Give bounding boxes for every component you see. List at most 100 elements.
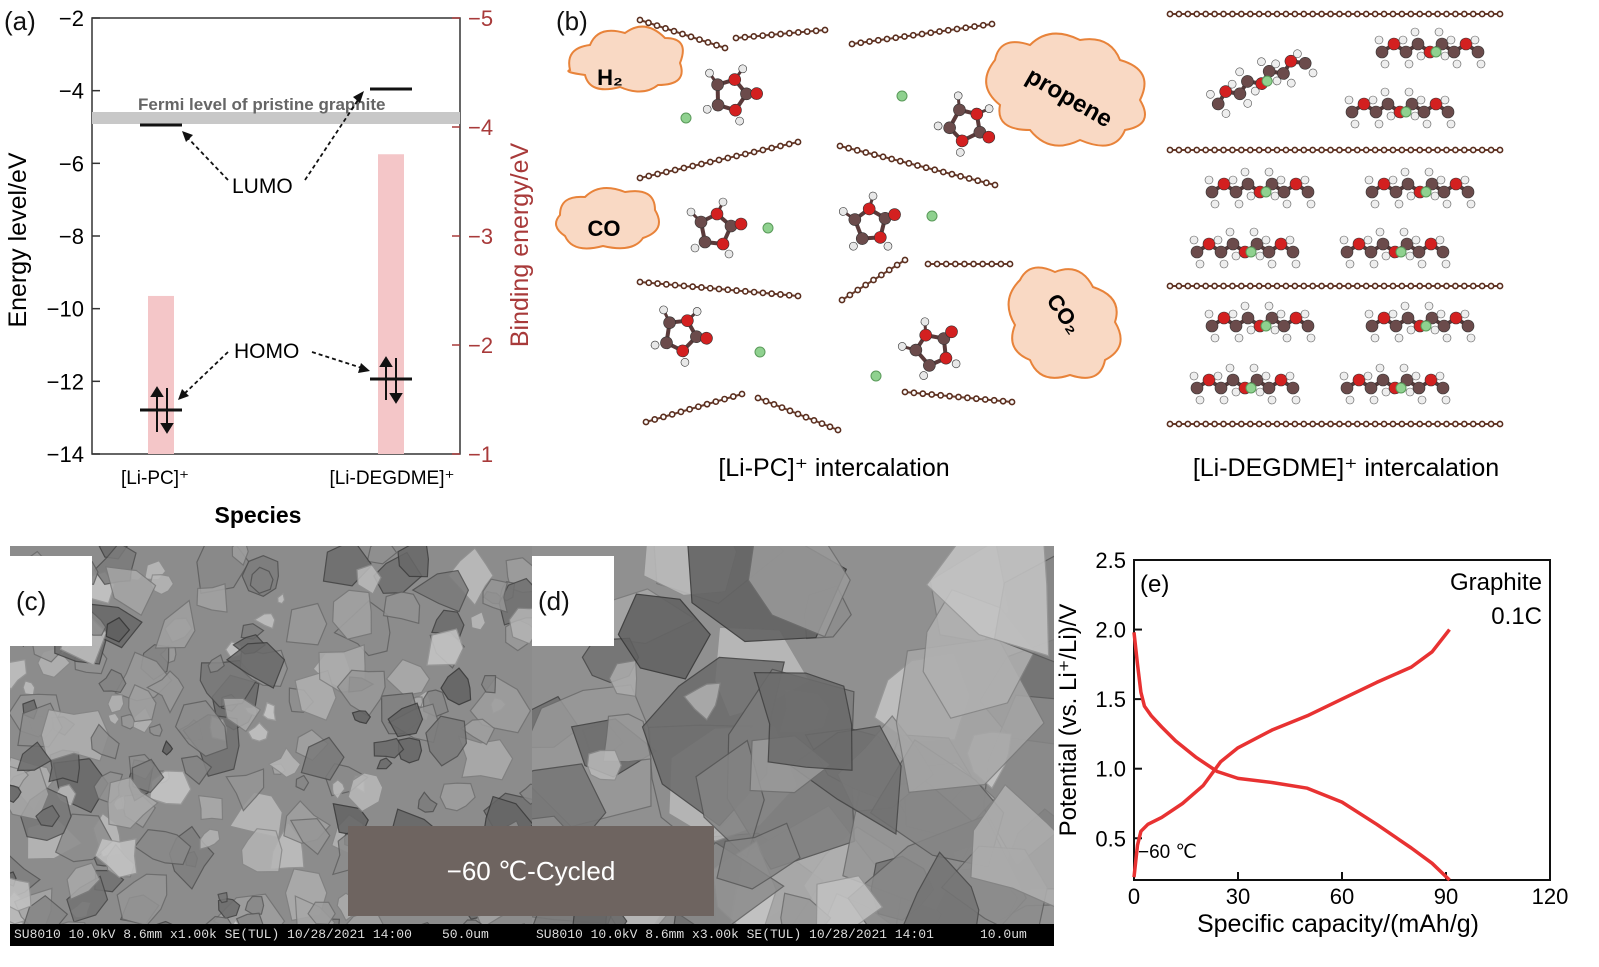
degdme-molecule [1374,27,1486,69]
li-ion [680,112,692,124]
e-y-tick-label: 1.0 [1095,757,1126,782]
degdme-molecule [1364,301,1476,343]
panel-b-label: (b) [556,6,588,36]
degdme-molecule [1189,227,1301,269]
degdme-molecule [1344,87,1456,129]
panel-a-label: (a) [4,6,36,36]
e-y-tick-label: 1.5 [1095,687,1126,712]
degdme-molecule [1206,49,1318,118]
pc-molecule [838,191,901,251]
graphene-sheet [754,394,842,434]
pc-molecule [702,64,763,126]
sem-scale-d: 10.0um [980,927,1027,942]
cycled-overlay: −60 ℃-Cycled [348,826,714,916]
graphene-sheet [838,256,909,304]
panel-a-xlabel: Species [215,502,302,528]
panel-a-chart: Fermi level of pristine graphite −2 −4 −6 −… [4,6,534,528]
xtick-li-degdme: [Li-DEGDME]⁺ [329,468,454,489]
graphene-sheet [901,388,1016,406]
e-x-tick-label: 30 [1226,884,1250,909]
a-right-tick-label: −5 [468,6,493,31]
panel-e-ylabel: Potential (vs. Li⁺/Li)/V [1055,604,1082,837]
e-x-tick-label: 120 [1532,884,1569,909]
graphene-sheet [1166,10,1504,18]
a-left-tick-label: −8 [59,224,84,249]
li-ion [754,346,766,358]
panel-e-xlabel: Specific capacity/(mAh/g) [1197,910,1479,938]
a-right-tick-label: −2 [468,333,493,358]
a-left-tick-label: −12 [47,369,84,394]
spin-arrows-degdme [379,356,403,404]
spin-arrows-pc [150,386,174,434]
cloud-propene: propene [985,32,1146,147]
homo-arrows [182,351,363,396]
a-left-tick-label: −10 [47,297,84,322]
a-left-tick-label: −14 [47,442,84,467]
panel-a-frame [91,17,461,455]
gas-label-co: CO [588,216,621,241]
graphene-sheet [924,260,1014,268]
panel-e-chart: 0 30 60 90 120 0.5 1.0 1.5 2.0 2.5 (e) Graphite 0… [1055,548,1569,938]
bar-li-pc [148,295,174,454]
e-y-tick-label: 2.0 [1095,618,1126,643]
sem-scalebar-d: SU8010 10.0kV 8.6mm x3.00k SE(TUL) 10/28… [532,924,1054,946]
panel-c-label: (c) [16,586,47,616]
homo-label: HOMO [234,340,299,363]
lumo-arrows [184,96,361,181]
legend-rate: 0.1C [1491,603,1542,630]
degdme-molecule [1339,363,1451,405]
e-y-tick-label: 2.5 [1095,548,1126,573]
li-ion [870,370,882,382]
graphene-sheet [1166,146,1504,154]
temp-label: −60 ℃ [1138,842,1197,863]
bar-li-degdme [378,154,404,454]
sem-image-d: (d) SU8010 10.0kV 8.6mm x3.00k SE(TUL) 1… [532,546,1054,946]
caption-li-pc: [Li-PC]⁺ intercalation [718,454,949,482]
pc-molecule [686,197,748,259]
graphene-sheet [1166,282,1504,290]
graphene-sheet [642,390,746,426]
xtick-li-pc: [Li-PC]⁺ [121,468,189,489]
panel-d-label-box: (d) [532,556,614,646]
pc-molecule [650,305,713,367]
e-x-tick-label: 90 [1434,884,1458,909]
a-left-tick-label: −4 [59,79,84,104]
fermi-band [92,112,460,124]
homo-arrowhead-2 [358,363,370,373]
degdme-molecule [1204,167,1316,209]
graphene-sheet [636,16,729,52]
graphene-sheet [836,142,999,189]
fermi-label: Fermi level of pristine graphite [138,95,386,114]
lumo-arrowhead-1 [182,131,193,142]
li-ion [926,210,938,222]
a-left-tick-label: −6 [59,151,84,176]
homo-arrowhead-1 [178,389,189,400]
degdme-molecule [1204,301,1316,343]
degdme-molecule [1339,227,1451,269]
e-x-tick-label: 60 [1330,884,1354,909]
graphene-sheet [1166,420,1504,428]
sem-texture-d [532,546,1054,946]
pc-molecule [933,91,996,157]
charge-curve [1132,628,1451,878]
a-right-tick-label: −1 [468,442,493,467]
a-left-tick-label: −2 [59,6,84,31]
panel-d-label: (d) [538,586,570,616]
panel-e-label: (e) [1140,571,1169,598]
legend-graphite: Graphite [1450,569,1542,596]
cloud-co2: CO₂ [1007,266,1122,379]
panel-a-ylabel-left: Energy level/eV [4,152,32,327]
a-right-tick-label: −3 [468,224,493,249]
li-ion [762,222,774,234]
panel-a-ylabel-right: Binding energy/eV [506,143,534,348]
panel-c-label-box: (c) [10,556,92,646]
cloud-h2: H₂ [567,25,684,93]
caption-li-degdme: [Li-DEGDME]⁺ intercalation [1193,454,1499,482]
graphene-sheet [636,138,802,182]
a-right-tick-label: −4 [468,115,493,140]
panel-e-frame [1133,559,1551,881]
degdme-molecule [1189,363,1301,405]
pc-molecule [897,317,961,380]
lumo-label: LUMO [232,175,293,198]
sem-info-c: SU8010 10.0kV 8.6mm x1.00k SE(TUL) 10/28… [14,927,412,942]
